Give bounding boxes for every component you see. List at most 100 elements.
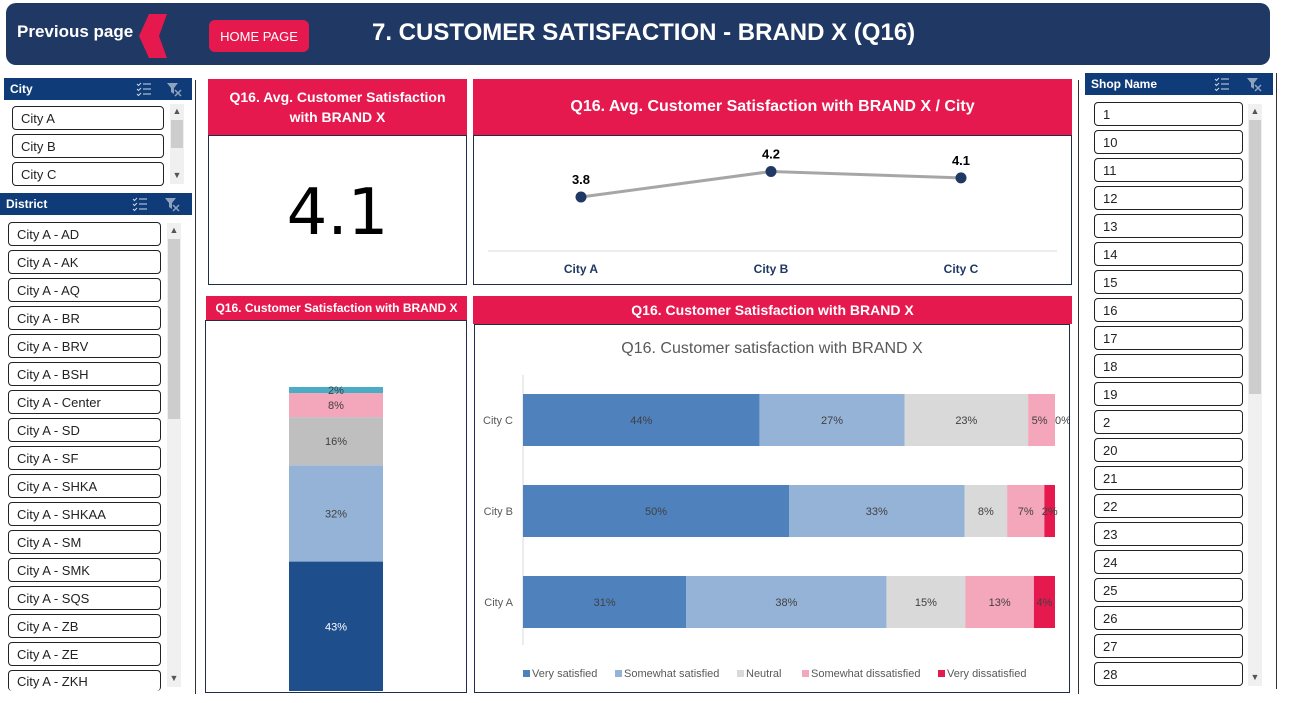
stacked-column-panel: 43% 32% 16% 8% 2% <box>205 320 467 693</box>
district-slicer-item[interactable]: City A - AQ <box>8 278 161 302</box>
bar-segment <box>1028 394 1055 446</box>
scroll-up-icon[interactable]: ▲ <box>169 225 179 235</box>
scroll-thumb[interactable] <box>1249 120 1261 394</box>
district-slicer-item[interactable]: City A - SQS <box>8 586 161 610</box>
stacked-column-header: Q16. Customer Satisfaction with BRAND X <box>206 296 467 320</box>
district-slicer-item[interactable]: City A - ZB <box>8 614 161 638</box>
shop-slicer-item[interactable]: 28 <box>1094 662 1243 686</box>
scroll-up-icon[interactable]: ▲ <box>1250 106 1260 116</box>
district-slicer-item[interactable]: City A - SMK <box>8 558 161 582</box>
scroll-down-icon[interactable]: ▼ <box>1250 672 1260 682</box>
shop-slicer-item[interactable]: 22 <box>1094 494 1243 518</box>
shop-slicer-item[interactable]: 11 <box>1094 158 1243 182</box>
home-page-button[interactable]: HOME PAGE <box>209 20 309 52</box>
scroll-up-icon[interactable]: ▲ <box>172 106 182 116</box>
segment-label: 2% <box>1042 506 1058 518</box>
segment-label: 33% <box>866 506 888 518</box>
district-scrollbar[interactable]: ▲ ▼ <box>167 223 181 687</box>
clear-filter-icon[interactable] <box>164 196 180 212</box>
bar-segment <box>686 576 887 628</box>
city-slicer-item[interactable]: City C <box>12 162 164 186</box>
district-slicer-item[interactable]: City A - BR <box>8 306 161 330</box>
district-slicer-item[interactable]: City A - BRV <box>8 334 161 358</box>
segment-label: 5% <box>1032 415 1048 427</box>
district-slicer-item[interactable]: City A - ZKH <box>8 670 161 691</box>
stacked-column-chart: 43% 32% 16% 8% 2% <box>289 385 383 691</box>
district-slicer-item[interactable]: City A - AD <box>8 222 161 246</box>
district-slicer-item[interactable]: City A - SM <box>8 530 161 554</box>
shop-slicer-item[interactable]: 18 <box>1094 354 1243 378</box>
shop-slicer-item[interactable]: 20 <box>1094 438 1243 462</box>
shop-slicer-item[interactable]: 27 <box>1094 634 1243 658</box>
scroll-thumb[interactable] <box>171 120 183 148</box>
multi-select-icon[interactable] <box>1214 76 1230 92</box>
shop-slicer-item[interactable]: 21 <box>1094 466 1243 490</box>
legend-swatch <box>523 670 530 677</box>
previous-page-button[interactable]: Previous page <box>17 22 134 41</box>
shop-slicer-title: Shop Name <box>1091 77 1158 91</box>
multi-select-icon[interactable] <box>136 81 152 97</box>
district-slicer-item[interactable]: City A - SHKAA <box>8 502 161 526</box>
shop-slicer-item[interactable]: 25 <box>1094 578 1243 602</box>
shop-slicer-item[interactable]: 24 <box>1094 550 1243 574</box>
bar-segment <box>789 485 965 537</box>
scroll-down-icon[interactable]: ▼ <box>172 170 182 180</box>
column-segment <box>289 417 383 466</box>
header-bar: Previous page HOME PAGE 7. CUSTOMER SATI… <box>6 3 1270 65</box>
segment-label: 16% <box>325 436 347 448</box>
district-slicer-item[interactable]: City A - ZE <box>8 642 161 666</box>
divider <box>1078 80 1079 694</box>
stacked-bar-chart: Q16. Customer satisfaction with BRAND X C… <box>483 340 1069 680</box>
bar-segment <box>1007 485 1045 537</box>
city-slicer-item[interactable]: City B <box>12 134 164 158</box>
shop-slicer-item[interactable]: 14 <box>1094 242 1243 266</box>
district-slicer-item[interactable]: City A - AK <box>8 250 161 274</box>
line-chart-header: Q16. Avg. Customer Satisfaction with BRA… <box>473 79 1072 135</box>
district-slicer-title: District <box>6 197 48 211</box>
segment-label: 43% <box>325 621 347 633</box>
district-slicer-item[interactable]: City A - SF <box>8 446 161 470</box>
y-tick-label: City C <box>483 415 513 427</box>
segment-label: 23% <box>955 415 977 427</box>
bar-segment <box>1033 576 1055 628</box>
shop-slicer: Shop Name 1 10 11 12 13 14 15 16 17 18 19 2 20 21 22 23… <box>1085 73 1273 689</box>
chevron-left-icon[interactable] <box>139 14 167 58</box>
bar-segment <box>1044 485 1055 537</box>
segment-label: 2% <box>328 385 344 397</box>
bar-segment <box>523 576 687 628</box>
stacked-column-title: Q16. Customer Satisfaction with BRAND X <box>215 301 458 315</box>
segment-label: 13% <box>989 597 1011 609</box>
shop-slicer-item[interactable]: 17 <box>1094 326 1243 350</box>
legend-label: Very satisfied <box>532 668 597 680</box>
shop-slicer-item[interactable]: 26 <box>1094 606 1243 630</box>
city-slicer-item[interactable]: City A <box>12 106 164 130</box>
shop-slicer-item[interactable]: 2 <box>1094 410 1243 434</box>
district-slicer-item[interactable]: City A - SHKA <box>8 474 161 498</box>
line-chart-panel: 3.8 City A 4.2 City B 4.1 City C <box>473 135 1072 285</box>
scroll-thumb[interactable] <box>168 239 180 419</box>
shop-slicer-item[interactable]: 10 <box>1094 130 1243 154</box>
kpi-title: Q16. Avg. Customer Satisfaction with BRA… <box>229 89 446 125</box>
shop-slicer-item[interactable]: 16 <box>1094 298 1243 322</box>
shop-slicer-item[interactable]: 19 <box>1094 382 1243 406</box>
shop-slicer-item[interactable]: 23 <box>1094 522 1243 546</box>
clear-filter-icon[interactable] <box>166 81 182 97</box>
legend-label: Very dissatisfied <box>947 668 1026 680</box>
scroll-down-icon[interactable]: ▼ <box>169 673 179 683</box>
district-slicer-item[interactable]: City A - BSH <box>8 362 161 386</box>
shop-slicer-item[interactable]: 13 <box>1094 214 1243 238</box>
shop-slicer-item[interactable]: 1 <box>1094 102 1243 126</box>
shop-slicer-item[interactable]: 15 <box>1094 270 1243 294</box>
column-segment <box>289 561 383 691</box>
chart-title: Q16. Customer satisfaction with BRAND X <box>621 340 923 357</box>
shop-scrollbar[interactable]: ▲ ▼ <box>1248 104 1262 686</box>
shop-slicer-item[interactable]: 12 <box>1094 186 1243 210</box>
multi-select-icon[interactable] <box>132 196 148 212</box>
district-slicer-item[interactable]: City A - Center <box>8 390 161 414</box>
city-slicer-header: City <box>4 78 192 100</box>
clear-filter-icon[interactable] <box>1246 76 1262 92</box>
city-scrollbar[interactable]: ▲ ▼ <box>170 104 184 184</box>
district-slicer-item[interactable]: City A - SD <box>8 418 161 442</box>
legend-label: Somewhat satisfied <box>624 668 719 680</box>
segment-label: 15% <box>915 597 937 609</box>
